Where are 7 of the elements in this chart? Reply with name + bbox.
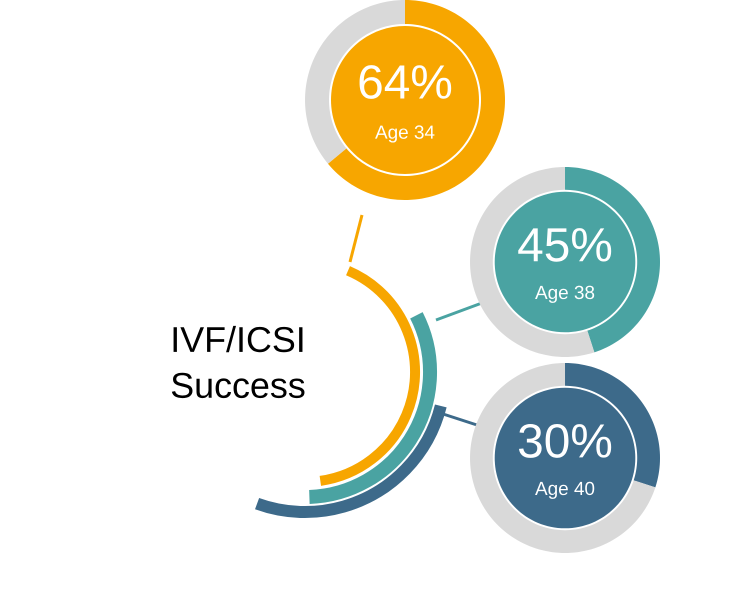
text: IVF/ICSI Success xyxy=(172,326,304,398)
text: Age 38 xyxy=(535,286,594,303)
data-label: 30% xyxy=(518,424,612,458)
data-label: 45% xyxy=(518,228,612,262)
text: Age 40 xyxy=(535,482,594,499)
data-label: 64% xyxy=(360,65,452,99)
text: Age 34 xyxy=(375,125,434,143)
